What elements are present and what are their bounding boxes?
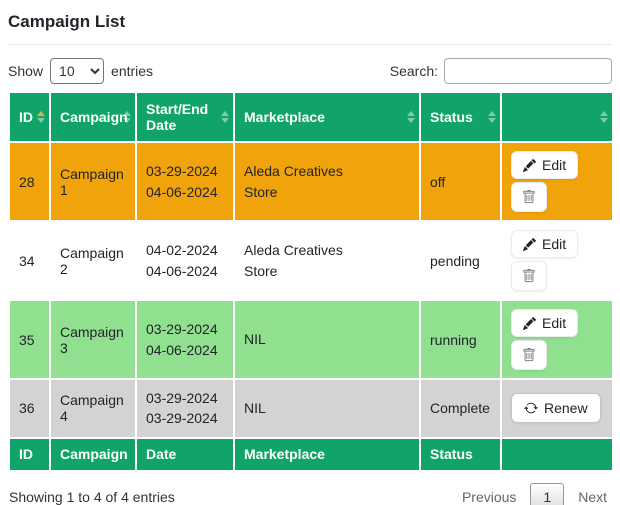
campaign-table: ID Campaign Start/End Date Marketplace S… — [8, 91, 614, 472]
pencil-icon — [523, 158, 536, 172]
cell-id: 34 — [8, 220, 51, 301]
renew-button[interactable]: Renew — [511, 393, 601, 424]
edit-button-label: Edit — [542, 315, 567, 331]
pagination-next[interactable]: Next — [578, 488, 607, 505]
edit-button-label: Edit — [542, 236, 567, 252]
column-header-campaign[interactable]: Campaign — [49, 91, 137, 143]
column-header-id-label: ID — [19, 109, 33, 125]
title-divider — [8, 44, 612, 45]
cell-id: 36 — [8, 378, 51, 439]
start-date: 03-29-2024 — [146, 163, 218, 180]
start-date: 03-29-2024 — [146, 390, 218, 406]
table-header: ID Campaign Start/End Date Marketplace S… — [8, 91, 614, 143]
delete-button[interactable] — [511, 182, 547, 212]
sort-icon — [221, 111, 229, 123]
search-input[interactable] — [444, 58, 612, 84]
column-header-status[interactable]: Status — [419, 91, 502, 143]
cell-dates: 04-02-2024 04-06-2024 — [135, 220, 235, 301]
sort-asc-active-icon — [37, 111, 45, 123]
page-length-control: Show 10 entries — [8, 58, 153, 84]
edit-button[interactable]: Edit — [511, 151, 579, 179]
cell-campaign: Campaign 4 — [49, 378, 137, 439]
cell-marketplace: Aleda Creatives Store — [233, 220, 421, 301]
search-control: Search: — [390, 58, 612, 84]
cell-actions: Edit — [500, 220, 614, 301]
footer-header-marketplace: Marketplace — [233, 436, 421, 472]
pencil-icon — [523, 316, 536, 330]
cell-status: Complete — [419, 378, 502, 439]
page-title: Campaign List — [8, 12, 126, 31]
column-header-marketplace[interactable]: Marketplace — [233, 91, 421, 143]
table-row: 35 Campaign 3 03-29-2024 04-06-2024 NIL … — [8, 299, 614, 380]
sort-icon — [488, 111, 496, 123]
column-header-marketplace-label: Marketplace — [244, 109, 325, 125]
cell-dates: 03-29-2024 04-06-2024 — [135, 141, 235, 222]
cell-marketplace: NIL — [233, 378, 421, 439]
table-row: 34 Campaign 2 04-02-2024 04-06-2024 Aled… — [8, 220, 614, 301]
cell-id: 35 — [8, 299, 51, 380]
cell-status: off — [419, 141, 502, 222]
end-date: 04-06-2024 — [146, 183, 218, 200]
column-header-date-label: Start/End Date — [146, 101, 209, 133]
pagination: Previous 1 Next — [458, 482, 611, 505]
cell-actions: Edit — [500, 299, 614, 380]
column-header-status-label: Status — [430, 109, 473, 125]
cell-id: 28 — [8, 141, 51, 222]
cell-marketplace: NIL — [233, 299, 421, 380]
trash-icon — [522, 190, 536, 204]
column-header-date[interactable]: Start/End Date — [135, 91, 235, 143]
entries-label: entries — [111, 63, 154, 79]
footer-header-actions — [500, 436, 614, 472]
edit-button[interactable]: Edit — [511, 309, 579, 337]
table-row: 36 Campaign 4 03-29-2024 03-29-2024 NIL … — [8, 378, 614, 439]
cell-marketplace: Aleda Creatives Store — [233, 141, 421, 222]
cell-campaign: Campaign 2 — [49, 220, 137, 301]
start-date: 03-29-2024 — [146, 321, 218, 338]
pencil-icon — [523, 237, 536, 251]
end-date: 04-06-2024 — [146, 341, 218, 358]
cell-campaign: Campaign 3 — [49, 299, 137, 380]
end-date: 04-06-2024 — [146, 262, 218, 279]
show-label: Show — [8, 63, 44, 79]
sort-icon — [600, 111, 608, 123]
cell-campaign: Campaign 1 — [49, 141, 137, 222]
cell-dates: 03-29-2024 03-29-2024 — [135, 378, 235, 439]
column-header-actions[interactable] — [500, 91, 614, 143]
delete-button[interactable] — [511, 340, 547, 370]
footer-header-id: ID — [8, 436, 51, 472]
cell-status: running — [419, 299, 502, 380]
end-date: 03-29-2024 — [146, 410, 218, 427]
page-length-select[interactable]: 10 — [50, 58, 105, 84]
footer-header-status: Status — [419, 436, 502, 472]
start-date: 04-02-2024 — [146, 242, 218, 259]
info-summary: Showing 1 to 4 of 4 entries — [9, 488, 175, 505]
pagination-previous[interactable]: Previous — [461, 488, 517, 505]
refresh-icon — [524, 401, 538, 415]
cell-actions: Renew — [500, 378, 614, 439]
cell-dates: 03-29-2024 04-06-2024 — [135, 299, 235, 380]
sort-icon — [123, 111, 131, 123]
cell-status: pending — [419, 220, 502, 301]
renew-button-label: Renew — [544, 400, 588, 417]
edit-button-label: Edit — [542, 157, 567, 173]
table-controls: Show 10 entries Search: — [8, 58, 612, 84]
table-row: 28 Campaign 1 03-29-2024 04-06-2024 Aled… — [8, 141, 614, 222]
footer-header-date: Date — [135, 436, 235, 472]
footer-header-campaign: Campaign — [49, 436, 137, 472]
pagination-current-page[interactable]: 1 — [530, 482, 565, 505]
trash-icon — [522, 348, 536, 362]
column-header-id[interactable]: ID — [8, 91, 51, 143]
table-footer: ID Campaign Date Marketplace Status — [8, 436, 614, 472]
column-header-campaign-label: Campaign — [60, 109, 128, 125]
trash-icon — [522, 269, 536, 283]
search-label: Search: — [389, 63, 438, 79]
sort-icon — [407, 111, 415, 123]
delete-button[interactable] — [511, 261, 547, 291]
cell-actions: Edit — [500, 141, 614, 222]
edit-button[interactable]: Edit — [511, 230, 579, 258]
table-body: 28 Campaign 1 03-29-2024 04-06-2024 Aled… — [8, 141, 614, 439]
table-info-bar: Showing 1 to 4 of 4 entries Previous 1 N… — [8, 482, 612, 505]
